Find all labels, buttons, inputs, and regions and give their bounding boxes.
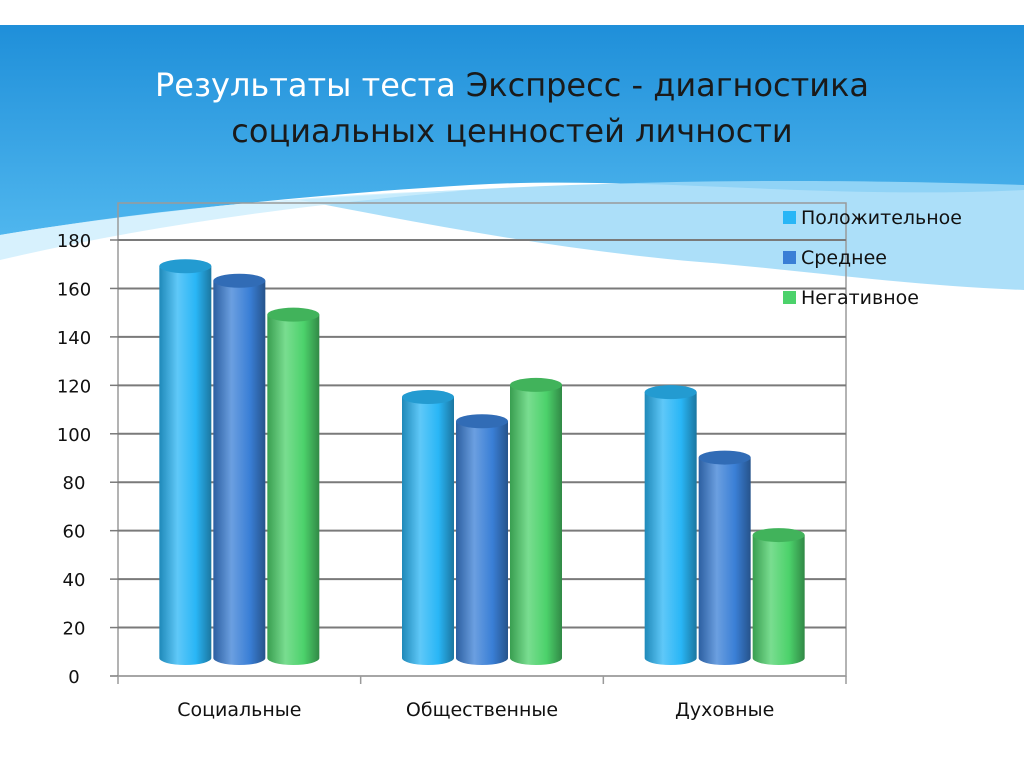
bar-top — [213, 273, 266, 288]
header-wave-background — [0, 25, 1024, 290]
y-tick-label: 80 — [63, 473, 86, 494]
bar-1-1 — [456, 414, 508, 665]
legend: Положительное Среднее Негативное — [783, 207, 962, 309]
bar-body — [752, 535, 805, 666]
bar-body — [213, 280, 266, 665]
bar-top — [644, 385, 697, 400]
bar-top — [402, 390, 454, 405]
y-tick-label: 180 — [57, 231, 91, 252]
bar-2-2 — [752, 528, 805, 666]
legend-swatch — [783, 251, 796, 264]
bar-top — [456, 414, 508, 429]
bar-2-0 — [644, 385, 697, 666]
bar-2-1 — [698, 450, 751, 666]
title-part-2: Экспресс - диагностика — [465, 66, 869, 104]
title-part-1: Результаты теста — [155, 66, 456, 104]
bar-top — [698, 450, 751, 465]
title-line-2: социальных ценностей личности — [231, 112, 793, 150]
y-tick-label: 100 — [57, 425, 91, 446]
category-label: Социальные — [177, 699, 301, 721]
bar-0-0 — [159, 259, 212, 666]
slide-title: Результаты теста Экспресс - диагностика … — [80, 62, 944, 154]
category-label: Общественные — [406, 699, 558, 721]
bar-top — [267, 307, 320, 322]
y-axis-ticks: 0 20 40 60 80 100 120 140 160 180 — [57, 231, 91, 688]
bar-body — [267, 314, 320, 666]
bar-top — [159, 259, 212, 274]
bars — [159, 259, 805, 666]
legend-swatch — [783, 291, 796, 304]
y-tick-label: 160 — [57, 279, 91, 300]
category-label: Духовные — [675, 699, 774, 721]
bar-top — [510, 377, 562, 392]
bar-0-2 — [267, 307, 320, 666]
bar-body — [698, 457, 751, 666]
y-tick-label: 40 — [63, 570, 86, 591]
bar-body — [402, 397, 454, 665]
bar-body — [456, 421, 508, 665]
x-axis-categories: Социальные Общественные Духовные — [177, 699, 774, 721]
bar-0-1 — [213, 273, 266, 665]
bar-top — [752, 528, 805, 543]
bar-body — [644, 392, 697, 666]
y-tick-label: 120 — [57, 376, 91, 397]
y-tick-label: 140 — [57, 328, 91, 349]
y-tick-label: 60 — [63, 522, 86, 543]
y-tick-label: 0 — [68, 667, 79, 688]
legend-swatch — [783, 211, 796, 224]
legend-label: Положительное — [801, 207, 962, 229]
bar-body — [510, 384, 562, 665]
bar-body — [159, 266, 212, 666]
bar-1-2 — [510, 377, 562, 665]
bar-1-0 — [402, 390, 454, 665]
legend-label: Среднее — [801, 247, 887, 269]
legend-label: Негативное — [801, 287, 919, 309]
y-tick-label: 20 — [63, 619, 86, 640]
